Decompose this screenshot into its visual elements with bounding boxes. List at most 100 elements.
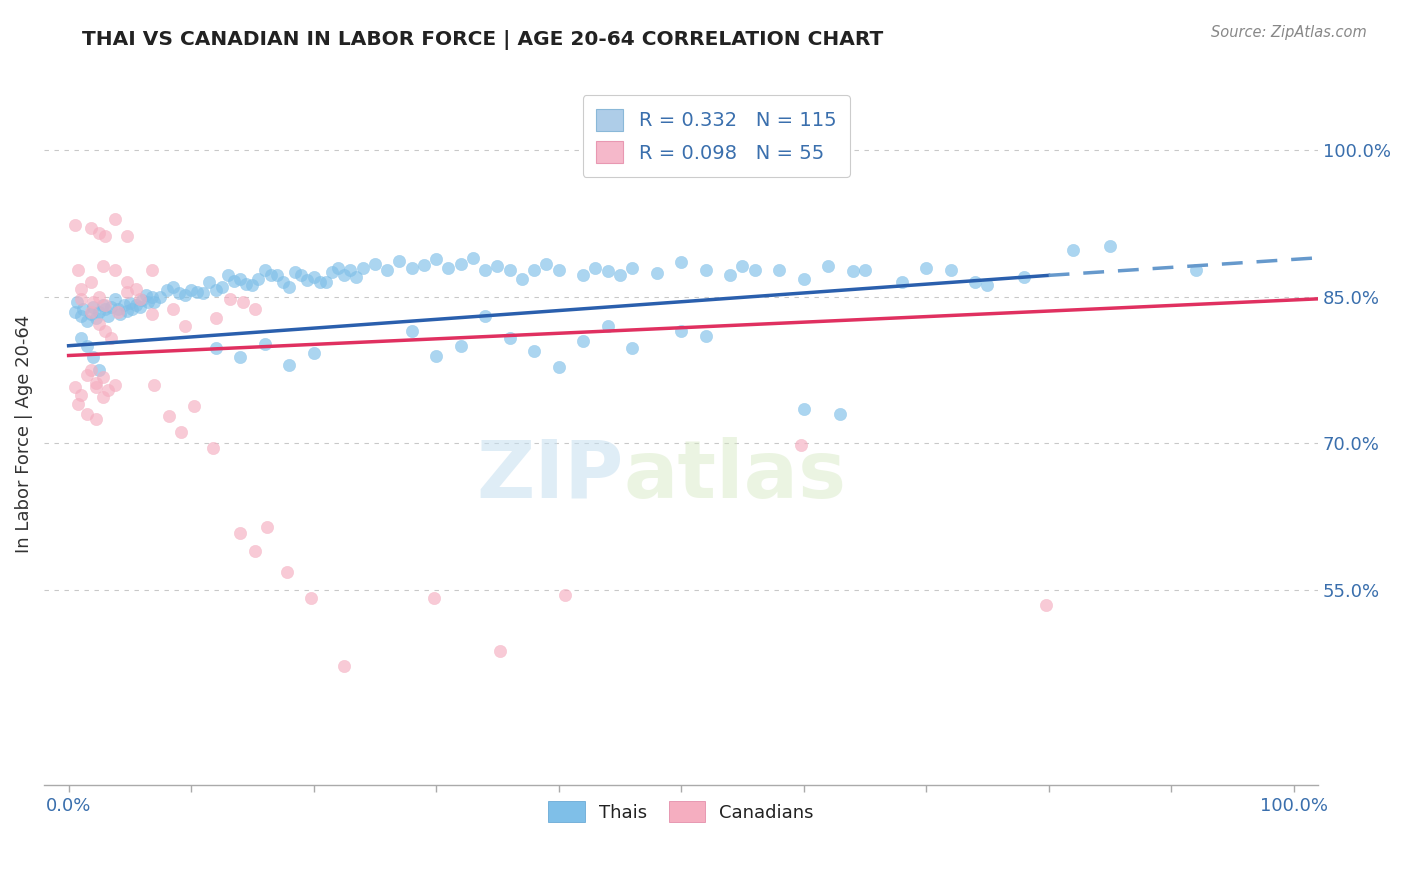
- Point: [266, 268, 288, 283]
- Point: [583, 260, 606, 275]
- Point: [76, 339, 98, 353]
- Point: [91, 298, 114, 312]
- Point: [450, 257, 472, 271]
- Point: [198, 275, 221, 289]
- Point: [72, 301, 94, 316]
- Point: [718, 268, 741, 283]
- Point: [104, 211, 127, 226]
- Point: [70, 282, 93, 296]
- Point: [131, 293, 153, 307]
- Point: [143, 294, 166, 309]
- Text: ZIP: ZIP: [477, 437, 624, 515]
- Point: [79, 308, 101, 322]
- Point: [299, 591, 322, 605]
- Point: [965, 275, 987, 289]
- Point: [104, 377, 127, 392]
- Point: [333, 268, 356, 283]
- Point: [308, 275, 330, 289]
- Point: [498, 263, 520, 277]
- Point: [486, 259, 509, 273]
- Point: [339, 263, 361, 277]
- Point: [817, 259, 839, 273]
- Point: [278, 280, 301, 294]
- Text: Source: ZipAtlas.com: Source: ZipAtlas.com: [1211, 25, 1367, 40]
- Point: [104, 262, 127, 277]
- Point: [70, 331, 93, 345]
- Point: [94, 301, 117, 316]
- Point: [63, 304, 86, 318]
- Point: [253, 263, 276, 277]
- Point: [89, 227, 111, 241]
- Point: [125, 298, 148, 312]
- Point: [425, 252, 447, 266]
- Point: [82, 294, 104, 309]
- Point: [67, 397, 90, 411]
- Point: [352, 260, 374, 275]
- Point: [180, 283, 202, 297]
- Point: [143, 377, 166, 392]
- Point: [388, 253, 411, 268]
- Point: [117, 275, 139, 289]
- Point: [450, 339, 472, 353]
- Point: [422, 591, 444, 605]
- Legend: Thais, Canadians: Thais, Canadians: [541, 794, 821, 830]
- Point: [554, 588, 576, 602]
- Point: [1184, 263, 1206, 277]
- Point: [89, 304, 111, 318]
- Point: [157, 409, 180, 423]
- Point: [510, 272, 533, 286]
- Point: [890, 275, 912, 289]
- Point: [117, 229, 139, 244]
- Point: [333, 659, 356, 673]
- Point: [235, 277, 257, 292]
- Point: [523, 263, 546, 277]
- Point: [118, 295, 141, 310]
- Point: [695, 329, 717, 343]
- Point: [186, 285, 208, 299]
- Point: [63, 380, 86, 394]
- Point: [66, 294, 89, 309]
- Point: [695, 262, 717, 277]
- Point: [498, 331, 520, 345]
- Point: [79, 363, 101, 377]
- Point: [183, 400, 205, 414]
- Point: [70, 387, 93, 401]
- Point: [401, 324, 423, 338]
- Point: [76, 407, 98, 421]
- Point: [204, 311, 226, 326]
- Point: [202, 442, 225, 456]
- Point: [240, 278, 263, 293]
- Point: [79, 275, 101, 289]
- Point: [315, 275, 337, 289]
- Point: [112, 298, 135, 312]
- Point: [107, 301, 129, 316]
- Point: [117, 303, 139, 318]
- Point: [108, 308, 131, 322]
- Point: [621, 260, 644, 275]
- Point: [79, 221, 101, 235]
- Point: [170, 425, 193, 439]
- Point: [915, 260, 938, 275]
- Point: [596, 319, 619, 334]
- Point: [326, 260, 349, 275]
- Point: [271, 275, 294, 289]
- Point: [276, 566, 298, 580]
- Point: [260, 268, 283, 283]
- Point: [609, 268, 631, 283]
- Point: [669, 254, 692, 268]
- Point: [204, 341, 226, 355]
- Point: [67, 262, 90, 277]
- Point: [247, 272, 270, 286]
- Point: [229, 351, 252, 365]
- Point: [976, 278, 998, 293]
- Point: [89, 290, 111, 304]
- Point: [84, 412, 107, 426]
- Point: [91, 390, 114, 404]
- Point: [321, 265, 343, 279]
- Point: [1035, 598, 1057, 612]
- Point: [76, 368, 98, 382]
- Point: [136, 294, 159, 309]
- Point: [461, 251, 484, 265]
- Point: [84, 376, 107, 390]
- Point: [141, 262, 163, 277]
